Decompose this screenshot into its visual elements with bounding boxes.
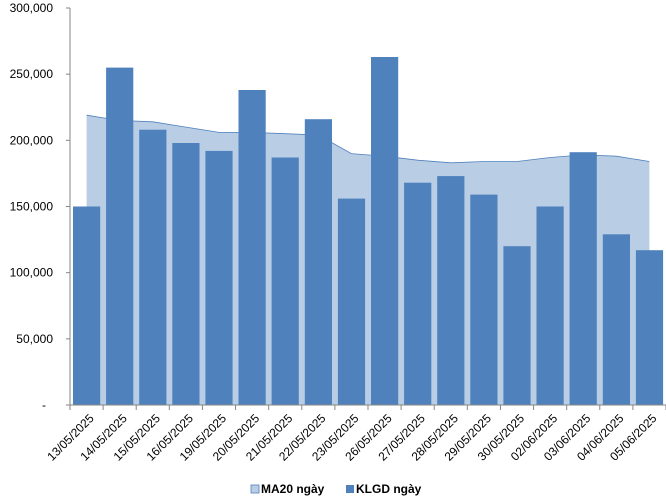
klgd-bar xyxy=(470,194,498,405)
klgd-bar xyxy=(536,206,564,405)
y-tick-label: 250,000 xyxy=(10,67,54,81)
legend-label-klgd: KLGD ngày xyxy=(356,482,422,496)
legend-swatch-ma20 xyxy=(250,484,260,494)
legend-swatch-klgd xyxy=(346,485,354,493)
klgd-bar xyxy=(304,119,332,405)
y-tick-label: 150,000 xyxy=(10,200,54,214)
klgd-bar xyxy=(271,157,299,405)
ma20-area-fill xyxy=(86,115,650,405)
axis-layer xyxy=(66,7,666,410)
klgd-bar xyxy=(205,150,233,405)
klgd-bar xyxy=(172,143,200,405)
klgd-bar xyxy=(503,246,531,405)
legend-label-ma20: MA20 ngày xyxy=(261,482,325,496)
ma20-area-line xyxy=(86,114,650,164)
y-axis-tick-labels: - 50,000 100,000 150,000 200,000 250,000 300,0… xyxy=(10,1,54,412)
klgd-bar xyxy=(437,176,465,405)
klgd-bar-layer xyxy=(73,57,664,405)
klgd-bar xyxy=(569,152,597,405)
y-tick-label: 50,000 xyxy=(16,332,53,346)
klgd-bar xyxy=(238,90,266,405)
klgd-bar xyxy=(106,67,134,405)
legend: MA20 ngày KLGD ngày xyxy=(250,482,422,496)
klgd-bar xyxy=(337,198,366,405)
y-tick-label: 300,000 xyxy=(10,1,54,15)
y-tick-label: 200,000 xyxy=(10,133,54,147)
ma20-area-layer xyxy=(86,114,650,405)
klgd-bar xyxy=(602,234,630,405)
klgd-bar xyxy=(371,57,399,405)
klgd-bar xyxy=(139,129,167,405)
x-axis-tick-labels: 13/05/202514/05/202515/05/202516/05/2025… xyxy=(44,411,659,464)
y-tick-label: 100,000 xyxy=(10,266,54,280)
klgd-bar xyxy=(404,182,432,405)
klgd-bar xyxy=(73,206,101,405)
klgd-bar xyxy=(635,250,664,405)
y-tick-label: - xyxy=(42,398,46,412)
